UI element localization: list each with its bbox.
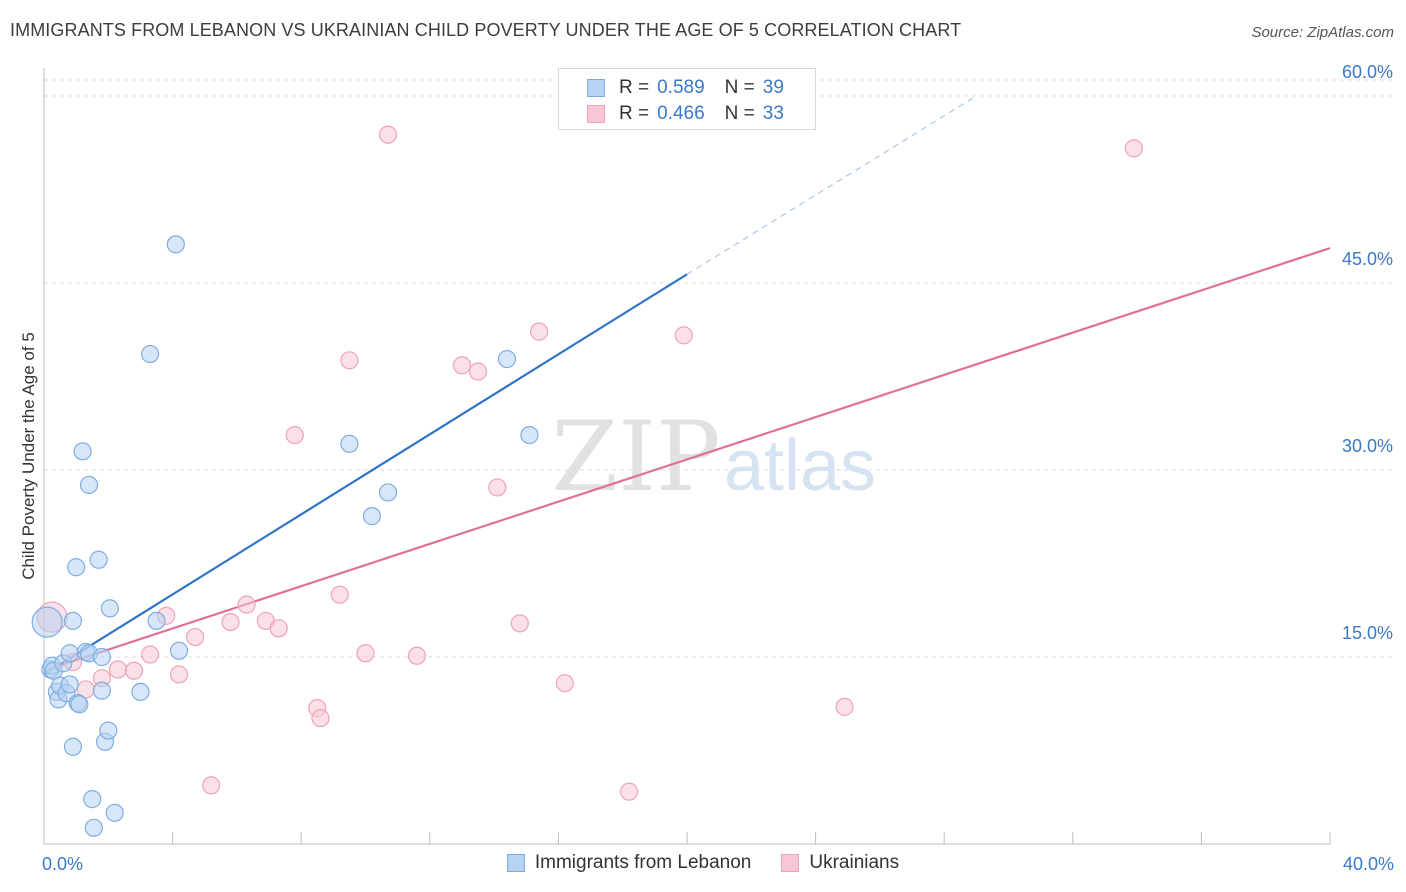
legend-item-lebanon: Immigrants from Lebanon: [506, 852, 752, 874]
legend-n-label: N =: [724, 103, 755, 124]
point-lebanon: [92, 647, 111, 667]
source-label: Source: ZipAtlas.com: [1251, 24, 1394, 41]
legend-n-label: N =: [724, 77, 755, 98]
y-tick-label: 15.0%: [1342, 623, 1393, 643]
point-ukrainians: [221, 612, 240, 632]
point-ukrainians: [169, 665, 189, 684]
point-lebanon: [497, 349, 517, 369]
legend-n-value: 33: [762, 103, 784, 124]
legend-label-lebanon: Immigrants from Lebanon: [534, 852, 752, 873]
point-ukrainians: [108, 660, 128, 679]
trend-line-ukrainians: [43, 247, 1331, 672]
point-lebanon: [131, 682, 150, 702]
point-ukrainians: [407, 646, 427, 665]
y-tick-label: 30.0%: [1342, 436, 1393, 456]
point-ukrainians: [356, 644, 375, 663]
point-lebanon: [70, 695, 89, 714]
point-ukrainians: [674, 326, 693, 345]
point-lebanon: [140, 344, 160, 364]
point-lebanon: [378, 483, 398, 502]
legend-row-ukrainians: R = 0.466 N = 33: [587, 101, 784, 127]
point-lebanon: [60, 675, 79, 694]
point-lebanon: [169, 641, 189, 660]
point-ukrainians: [186, 627, 205, 647]
legend-label-ukrainians: Ukrainians: [809, 852, 900, 873]
watermark: ZIP atlas: [551, 401, 876, 513]
trend-extension-lebanon: [686, 95, 977, 275]
point-ukrainians: [202, 776, 221, 795]
point-ukrainians: [530, 322, 549, 341]
y-axis-label: Child Poverty Under the Age of 5: [19, 332, 38, 580]
point-ukrainians: [311, 708, 330, 728]
point-ukrainians: [1124, 139, 1143, 158]
point-ukrainians: [269, 619, 288, 638]
point-ukrainians: [555, 674, 574, 693]
point-lebanon: [67, 558, 86, 577]
x-tick-label: 40.0%: [1343, 854, 1394, 874]
point-lebanon: [520, 425, 539, 445]
legend-swatch-lebanon: [506, 854, 525, 872]
data-points: [31, 125, 1143, 837]
point-lebanon: [105, 803, 124, 822]
point-lebanon: [340, 434, 359, 453]
point-ukrainians: [124, 661, 144, 680]
legend-r-label: R =: [619, 103, 650, 124]
point-ukrainians: [330, 585, 349, 604]
point-ukrainians: [510, 614, 529, 633]
point-lebanon: [63, 611, 83, 630]
point-lebanon: [84, 818, 103, 837]
legend-swatch-lebanon: [587, 79, 605, 97]
point-ukrainians: [340, 351, 359, 370]
series-legend: Immigrants from Lebanon Ukrainians: [0, 852, 1406, 874]
point-lebanon: [92, 681, 111, 700]
point-lebanon: [31, 606, 63, 638]
point-lebanon: [147, 611, 166, 630]
point-ukrainians: [285, 425, 304, 445]
point-lebanon: [362, 507, 382, 526]
point-lebanon: [89, 550, 108, 569]
legend-r-value: 0.466: [657, 103, 705, 124]
trend-line-lebanon: [43, 273, 688, 676]
point-lebanon: [99, 721, 118, 740]
y-tick-label: 45.0%: [1342, 249, 1393, 269]
point-lebanon: [73, 442, 92, 461]
point-ukrainians: [452, 356, 472, 375]
point-ukrainians: [140, 645, 160, 664]
legend-r-label: R =: [619, 77, 650, 98]
point-ukrainians: [620, 782, 639, 801]
point-lebanon: [166, 235, 185, 254]
x-tick-label: 0.0%: [42, 854, 83, 874]
point-lebanon: [60, 644, 79, 663]
y-tick-label: 60.0%: [1342, 62, 1393, 82]
trend-lines: [43, 95, 1331, 676]
legend-n-value: 39: [762, 77, 784, 98]
correlation-legend: R = 0.589 N = 39 R = 0.466 N = 33: [558, 68, 816, 130]
tick-labels: 15.0% 30.0% 45.0% 60.0% 0.0% 40.0%: [42, 62, 1394, 874]
watermark-atlas: atlas: [724, 426, 876, 506]
point-ukrainians: [488, 478, 507, 497]
legend-swatch-ukrainians: [781, 854, 800, 872]
point-ukrainians: [468, 362, 488, 381]
point-lebanon: [83, 790, 102, 809]
grid-lines: [44, 79, 1394, 658]
point-ukrainians: [378, 125, 398, 144]
legend-r-value: 0.589: [657, 77, 705, 98]
axes: [43, 68, 1331, 845]
point-lebanon: [100, 599, 120, 618]
legend-item-ukrainians: Ukrainians: [781, 852, 899, 874]
point-lebanon: [79, 475, 99, 495]
point-ukrainians: [237, 595, 256, 614]
legend-row-lebanon: R = 0.589 N = 39: [587, 75, 784, 101]
chart-title: IMMIGRANTS FROM LEBANON VS UKRAINIAN CHI…: [10, 20, 962, 40]
legend-swatch-ukrainians: [587, 105, 605, 123]
point-ukrainians: [835, 697, 854, 716]
point-lebanon: [63, 737, 83, 756]
